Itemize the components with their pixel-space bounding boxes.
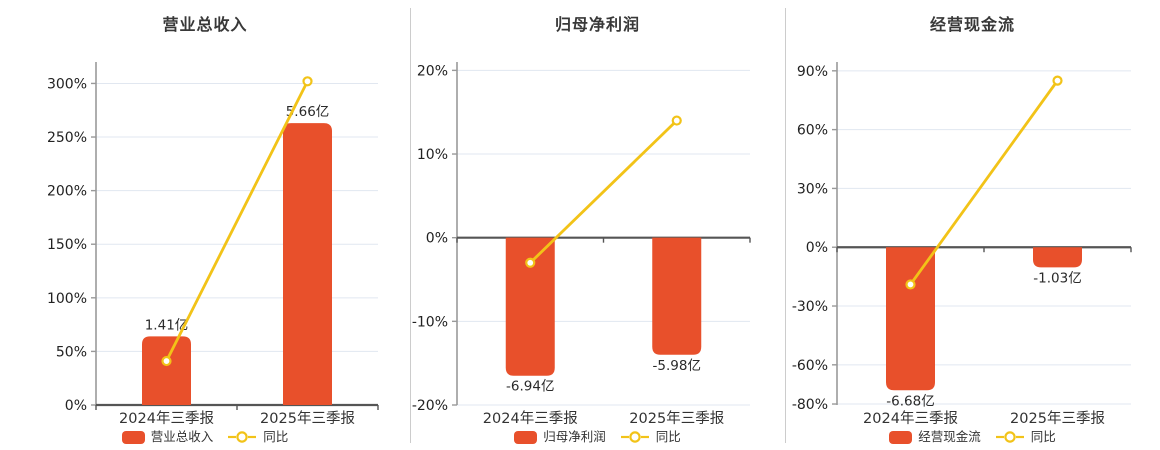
y-tick-label: -10% (412, 314, 448, 330)
yoy-line-point-2024[interactable] (161, 355, 172, 367)
y-tick-label: -30% (792, 299, 828, 315)
yoy-line-point-2025[interactable] (302, 76, 313, 87)
yoy-line-point-2024[interactable] (905, 279, 916, 290)
y-tick-label: 10% (417, 147, 448, 163)
bar-2024[interactable] (886, 247, 935, 391)
chart-panel-net-profit: 归母净利润 -20% -10% 0% 10% 20% -6.94亿 2024年三季报 -5.9… (410, 0, 785, 450)
bar-value-label: -5.98亿 (653, 358, 701, 374)
x-category-label: 2025年三季报 (1010, 410, 1105, 427)
y-tick-label: 150% (47, 237, 87, 253)
legend-label-yoy: 同比 (655, 428, 681, 444)
bar-value-label: -1.03亿 (1033, 270, 1081, 286)
y-tick-label: -60% (792, 358, 828, 374)
yoy-line (528, 119, 679, 265)
chart-panel-cash-flow: 经营现金流 -80% -60% -30% 0% 30% 60% 90% -6.68亿 2024年… (785, 0, 1160, 450)
legend-label-cash-flow: 经营现金流 (918, 428, 981, 444)
y-tick-label: 200% (47, 184, 87, 200)
bar-2024[interactable] (505, 237, 555, 376)
y-tick-label: 0% (65, 398, 87, 414)
yoy-line (165, 79, 309, 363)
legend-revenue: 营业总收入 同比 (0, 429, 410, 445)
y-tick-label: 0% (426, 231, 448, 247)
chart-title-cash-flow: 经营现金流 (929, 15, 1015, 34)
bar-2025[interactable] (652, 237, 702, 355)
line-series-icon (995, 431, 1024, 443)
legend-net-profit: 归母净利润 同比 (410, 429, 785, 445)
legend-label-yoy: 同比 (1030, 428, 1056, 444)
legend-item-cash-flow-bar[interactable]: 经营现金流 (889, 428, 981, 444)
y-tick-label: 300% (47, 76, 87, 92)
bar-value-label: 5.66亿 (286, 104, 330, 120)
x-category-label: 2025年三季报 (629, 410, 724, 427)
legend-item-net-profit-yoy[interactable]: 同比 (620, 430, 681, 444)
line-series-icon (228, 431, 257, 443)
y-tick-label: 250% (47, 130, 87, 146)
x-category-label: 2024年三季报 (483, 410, 578, 427)
y-tick-label: 20% (417, 63, 448, 79)
legend-item-revenue-yoy[interactable]: 同比 (227, 430, 288, 444)
yoy-line-point-2025[interactable] (671, 115, 682, 126)
y-tick-label: 30% (797, 181, 828, 197)
y-tick-label: -80% (792, 397, 828, 413)
line-series-icon (620, 431, 649, 443)
yoy-line-point-2025[interactable] (1052, 75, 1063, 86)
bar-2025[interactable] (283, 123, 332, 406)
legend-item-net-profit-bar[interactable]: 归母净利润 (514, 428, 606, 444)
y-tick-label: 0% (806, 240, 828, 256)
bar-series-swatch-icon (514, 430, 538, 444)
y-tick-label: -20% (412, 398, 448, 414)
chart-title-revenue: 营业总收入 (162, 15, 248, 34)
legend-cash-flow: 经营现金流 同比 (785, 429, 1160, 445)
chart-panel-revenue: 营业总收入 0% 50% 100% 150% 200% 250% 300% 1.41亿 2024… (0, 0, 410, 450)
x-category-label: 2024年三季报 (863, 410, 958, 427)
bar-value-label: -6.68亿 (886, 393, 934, 409)
legend-label-yoy: 同比 (263, 428, 289, 444)
legend-label-revenue: 营业总收入 (150, 428, 214, 444)
yoy-line-point-2024[interactable] (525, 257, 536, 268)
net-profit-chart-plot: -20% -10% 0% 10% 20% -6.94亿 2024年三季报 -5.98亿 2025… (412, 62, 751, 427)
y-tick-label: 100% (47, 291, 87, 307)
x-category-label: 2024年三季报 (119, 410, 214, 427)
bar-series-swatch-icon (121, 430, 145, 444)
bar-2024[interactable] (142, 336, 191, 405)
y-tick-label: 60% (797, 123, 828, 139)
y-tick-label: 90% (797, 64, 828, 80)
bar-value-label: 1.41亿 (145, 317, 189, 333)
bar-2025[interactable] (1033, 247, 1082, 268)
bar-series-swatch-icon (889, 430, 913, 444)
bar-value-label: -6.94亿 (506, 379, 554, 395)
revenue-chart-plot: 0% 50% 100% 150% 200% 250% 300% 1.41亿 2024年三季报 5.… (47, 62, 379, 427)
legend-item-revenue-bar[interactable]: 营业总收入 (121, 428, 214, 444)
yoy-line (909, 79, 1059, 286)
legend-label-net-profit: 归母净利润 (543, 428, 606, 444)
chart-title-net-profit: 归母净利润 (554, 15, 640, 34)
x-category-label: 2025年三季报 (260, 410, 355, 427)
y-tick-label: 50% (56, 344, 87, 360)
legend-item-cash-flow-yoy[interactable]: 同比 (995, 430, 1056, 444)
